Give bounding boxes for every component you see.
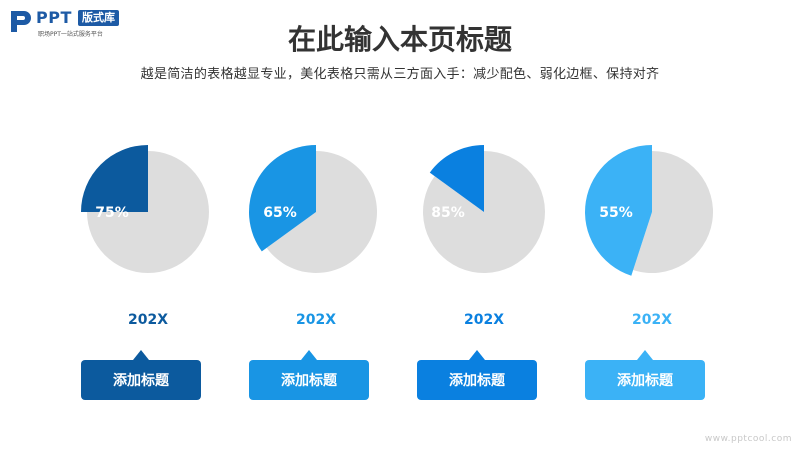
pie-4-data-label: 55% (599, 205, 633, 221)
logo-tag: 版式库 (78, 10, 119, 26)
logo-brand: PPT (36, 8, 72, 27)
logo: PPT 版式库 职场PPT一站式服务平台 (8, 8, 158, 38)
pie-4-remainder-slice (633, 151, 714, 273)
pie-4-caption-box: 添加标题 (585, 350, 705, 400)
pie-2-caption-box: 添加标题 (249, 350, 369, 400)
watermark: www.pptcool.com (704, 434, 792, 444)
pie-4-value-slice (585, 145, 652, 276)
pie-2-remainder-slice (266, 151, 378, 273)
pie-2-year-label: 202X (295, 312, 337, 328)
pie-1-caption-box: 添加标题 (81, 350, 201, 400)
pie-3-data-label: 85% (431, 205, 465, 221)
page-subtitle: 越是简洁的表格越显专业，美化表格只需从三方面入手：减少配色、弱化边框、保持对齐 (140, 67, 660, 82)
page-title: 在此输入本页标题 (287, 23, 512, 56)
pie-4-year-label: 202X (631, 312, 673, 328)
pie-1-year-label: 202X (127, 312, 169, 328)
pie-3-remainder-slice (423, 151, 546, 273)
pie-2-value-slice (249, 145, 316, 252)
pie-1-value-slice (81, 145, 148, 212)
logo-p-icon (11, 11, 31, 32)
pie-2-data-label: 65% (263, 205, 297, 221)
logo-tagline: 职场PPT一站式服务平台 (38, 31, 103, 38)
pie-3-value-slice (429, 145, 484, 212)
pie-3-caption-box: 添加标题 (417, 350, 537, 400)
pie-1-data-label: 75% (95, 205, 129, 221)
pie-3-year-label: 202X (463, 312, 505, 328)
